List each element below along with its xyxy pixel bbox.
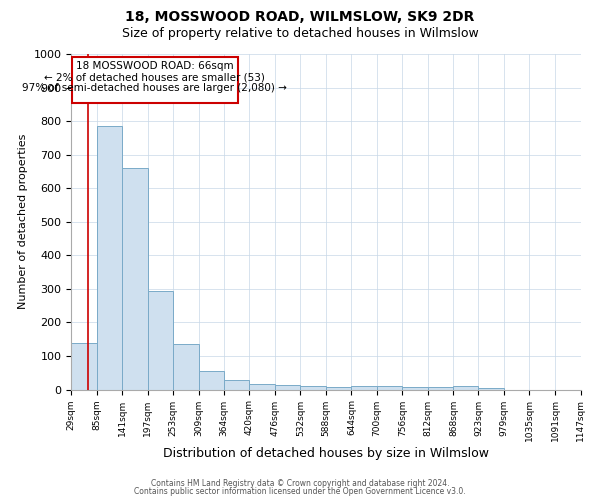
Bar xyxy=(301,386,326,390)
Text: Contains HM Land Registry data © Crown copyright and database right 2024.: Contains HM Land Registry data © Crown c… xyxy=(151,478,449,488)
Bar xyxy=(173,344,199,390)
Bar xyxy=(148,290,173,390)
Text: 18 MOSSWOOD ROAD: 66sqm: 18 MOSSWOOD ROAD: 66sqm xyxy=(76,60,233,70)
Bar xyxy=(454,386,478,390)
Bar xyxy=(428,387,454,390)
X-axis label: Distribution of detached houses by size in Wilmslow: Distribution of detached houses by size … xyxy=(163,447,489,460)
Text: Size of property relative to detached houses in Wilmslow: Size of property relative to detached ho… xyxy=(122,28,478,40)
Bar xyxy=(275,384,301,390)
Bar xyxy=(478,388,504,390)
Bar xyxy=(403,387,428,390)
Bar xyxy=(72,58,238,102)
Text: ← 2% of detached houses are smaller (53): ← 2% of detached houses are smaller (53) xyxy=(44,72,265,83)
Bar xyxy=(224,380,250,390)
Bar xyxy=(377,386,403,390)
Bar xyxy=(352,386,377,390)
Bar xyxy=(122,168,148,390)
Text: 97% of semi-detached houses are larger (2,080) →: 97% of semi-detached houses are larger (… xyxy=(22,82,287,92)
Text: 18, MOSSWOOD ROAD, WILMSLOW, SK9 2DR: 18, MOSSWOOD ROAD, WILMSLOW, SK9 2DR xyxy=(125,10,475,24)
Y-axis label: Number of detached properties: Number of detached properties xyxy=(18,134,28,310)
Bar xyxy=(199,371,224,390)
Text: Contains public sector information licensed under the Open Government Licence v3: Contains public sector information licen… xyxy=(134,487,466,496)
Bar xyxy=(250,384,275,390)
Bar xyxy=(97,126,122,390)
Bar xyxy=(326,387,352,390)
Bar xyxy=(71,342,97,390)
